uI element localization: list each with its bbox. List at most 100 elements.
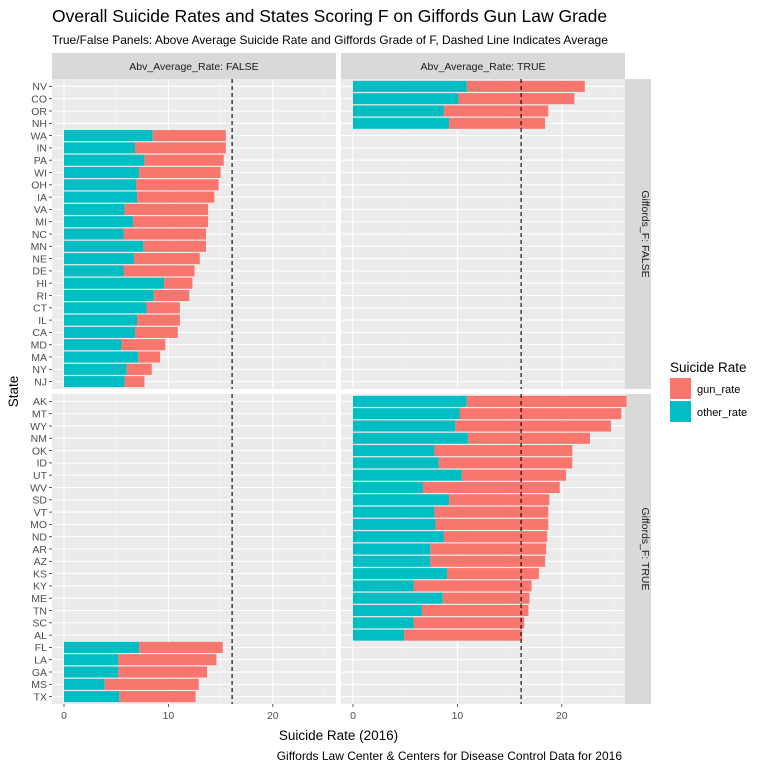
y-tick-label-MA: MA: [31, 352, 47, 364]
bar-other-IL: [64, 314, 138, 326]
bar-gun-CO: [458, 93, 575, 105]
y-axis-title: State: [6, 376, 21, 408]
x-tick-label: 20: [556, 710, 568, 722]
bar-gun-ND: [443, 531, 548, 543]
bar-gun-SD: [449, 494, 550, 506]
y-tick-label-VA: VA: [34, 204, 47, 216]
bar-other-AL: [353, 629, 405, 641]
bar-gun-HI: [164, 277, 193, 289]
y-tick-label-RI: RI: [37, 290, 48, 302]
bar-other-GA: [64, 666, 119, 678]
bar-other-UT: [353, 469, 462, 481]
bar-gun-NC: [123, 228, 206, 240]
bar-gun-KY: [413, 580, 532, 592]
y-tick-label-TX: TX: [34, 691, 47, 703]
bar-gun-CT: [146, 302, 180, 314]
y-tick-label-WY: WY: [30, 421, 47, 433]
bar-other-OH: [64, 179, 137, 191]
bar-other-CA: [64, 326, 135, 338]
bar-gun-KS: [446, 568, 539, 580]
bar-other-WA: [64, 130, 153, 142]
bar-other-NY: [64, 363, 127, 375]
y-tick-label-TN: TN: [33, 605, 47, 617]
y-tick-label-SC: SC: [32, 618, 47, 630]
y-tick-label-DE: DE: [32, 266, 47, 278]
y-tick-label-MO: MO: [30, 519, 47, 531]
row-strip-label-1: Giffords_F: TRUE: [639, 507, 651, 590]
bar-gun-WV: [422, 481, 560, 494]
bar-other-IN: [64, 142, 135, 154]
bar-gun-TX: [119, 691, 196, 703]
y-tick-label-MT: MT: [32, 408, 48, 420]
y-tick-label-OR: OR: [31, 106, 47, 118]
y-tick-label-AK: AK: [33, 396, 47, 408]
facet-strip-1: [341, 53, 625, 79]
bar-gun-NH: [449, 117, 546, 129]
bar-other-TN: [353, 604, 422, 617]
bar-other-DE: [64, 265, 124, 277]
y-tick-label-SD: SD: [32, 495, 47, 507]
y-tick-label-MI: MI: [35, 216, 47, 228]
y-tick-label-LA: LA: [34, 655, 47, 667]
y-tick-label-CT: CT: [33, 303, 48, 315]
bar-gun-MI: [132, 216, 209, 228]
bar-gun-UT: [461, 469, 566, 481]
bar-gun-TN: [421, 604, 529, 617]
y-tick-label-NE: NE: [32, 253, 47, 265]
bar-other-AZ: [353, 555, 431, 567]
y-tick-label-OH: OH: [31, 180, 47, 192]
x-axis-title: Suicide Rate (2016): [279, 728, 398, 743]
bar-gun-AL: [404, 629, 523, 641]
bar-other-NE: [64, 253, 134, 265]
bar-other-NC: [64, 228, 124, 240]
y-tick-label-GA: GA: [32, 667, 47, 679]
bar-other-NH: [353, 117, 450, 129]
bar-gun-RI: [153, 289, 190, 302]
facet-strip-label-0: Abv_Average_Rate: FALSE: [129, 61, 258, 73]
bar-gun-MN: [143, 240, 206, 252]
bar-other-ME: [353, 592, 443, 604]
bar-gun-SC: [413, 617, 525, 629]
bar-other-LA: [64, 654, 119, 666]
bar-gun-NM: [467, 432, 591, 444]
legend-label-other_rate: other_rate: [697, 407, 747, 419]
y-tick-label-NC: NC: [32, 229, 48, 241]
bar-other-WV: [353, 481, 423, 494]
bar-other-WY: [353, 420, 456, 432]
bar-gun-ME: [442, 592, 530, 604]
y-tick-label-IA: IA: [37, 192, 47, 204]
chart-title: Overall Suicide Rates and States Scoring…: [52, 6, 608, 26]
y-tick-label-UT: UT: [33, 470, 48, 482]
y-tick-label-IN: IN: [37, 143, 48, 155]
bar-other-AK: [353, 395, 467, 407]
bar-other-MN: [64, 240, 144, 252]
y-tick-label-CA: CA: [32, 327, 47, 339]
bar-gun-MO: [435, 518, 549, 530]
chart-caption: Giffords Law Center & Centers for Diseas…: [276, 749, 622, 763]
y-tick-label-OK: OK: [32, 445, 47, 457]
bar-other-SC: [353, 617, 414, 629]
bar-other-TX: [64, 691, 120, 703]
bar-gun-FL: [139, 641, 223, 653]
y-tick-label-AR: AR: [32, 544, 47, 556]
y-tick-label-AZ: AZ: [34, 556, 48, 568]
bar-gun-IA: [137, 191, 215, 203]
y-tick-label-NM: NM: [31, 433, 47, 445]
bar-other-WI: [64, 166, 140, 179]
bar-gun-WA: [152, 130, 226, 142]
bar-gun-OK: [434, 445, 573, 457]
bar-gun-OR: [443, 105, 549, 117]
bar-other-HI: [64, 277, 165, 289]
legend-key-gun_rate: [670, 378, 691, 399]
y-tick-label-KY: KY: [33, 581, 47, 593]
bar-gun-NJ: [124, 376, 145, 388]
bar-other-NV: [353, 80, 467, 92]
y-tick-label-MN: MN: [31, 241, 47, 253]
bar-other-NJ: [64, 376, 125, 388]
row-strip-0: [625, 79, 651, 389]
bar-gun-NV: [466, 80, 585, 92]
bar-other-KY: [353, 580, 414, 592]
bar-gun-WI: [139, 166, 221, 179]
bar-gun-NE: [133, 253, 200, 265]
